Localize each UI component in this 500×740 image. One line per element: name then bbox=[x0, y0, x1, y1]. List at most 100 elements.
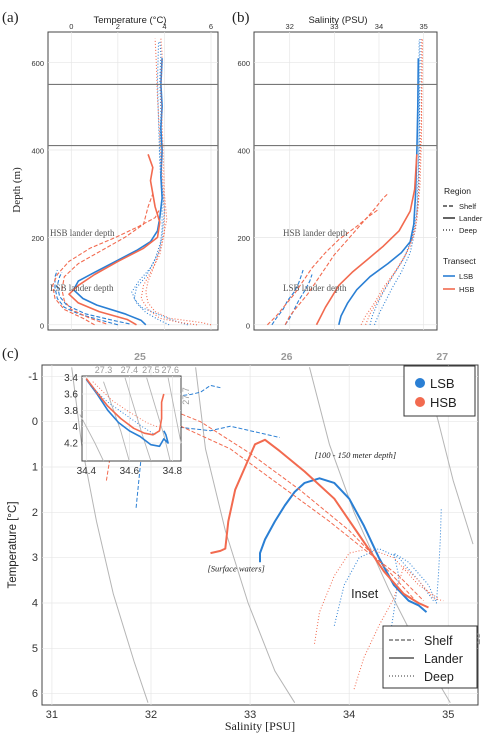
panel-c-series-hsb-deep-8 bbox=[314, 548, 439, 644]
inset-ytick-label: 4.2 bbox=[64, 439, 78, 450]
isopycnal-label-26: 26 bbox=[281, 351, 293, 363]
inset-isopycnals: 27.3 27.4 27.5 27.6 27.7 bbox=[79, 365, 191, 462]
inset-isopycnal-27.4 bbox=[103, 381, 130, 462]
inset-series-lsb-deep-2 bbox=[90, 385, 156, 436]
inset-isopycnal-label-27.6: 27.6 bbox=[161, 365, 179, 375]
panel-c-xtick-label: 33 bbox=[244, 709, 256, 721]
inset-isopycnal-label-27.5: 27.5 bbox=[142, 365, 160, 375]
panel-a-series-hsb-deep-9 bbox=[140, 38, 198, 326]
lander-legend-label-c: Lander bbox=[424, 652, 463, 666]
isopycnal-line-26 bbox=[195, 367, 296, 703]
lsb-lander-depth-label-b: LSB lander depth bbox=[283, 283, 347, 293]
inset-xtick-label: 34.6 bbox=[120, 466, 140, 477]
panel-a-series-lsb-shelf-3 bbox=[56, 272, 130, 325]
panel-a-ytick-label: 400 bbox=[31, 146, 44, 155]
panel-c-ytick-label: -1 bbox=[28, 371, 38, 383]
transect-legend-c-box bbox=[403, 365, 476, 417]
panel-b-ytick-label: 200 bbox=[237, 234, 250, 243]
panel-a-xtick-label: 0 bbox=[69, 22, 73, 31]
linestyle-legend-c-box bbox=[382, 625, 478, 689]
inset-xtick-label: 34.8 bbox=[163, 466, 183, 477]
inset-ytick-label: 3.6 bbox=[64, 389, 78, 400]
panel-c-xtick-label: 32 bbox=[145, 709, 157, 721]
panel-b-series-lsb-shelf-3 bbox=[284, 274, 313, 326]
isopycnal-label-27: 27 bbox=[436, 351, 448, 363]
isopycnal-label-25: 25 bbox=[134, 351, 146, 363]
region-legend-title: Region bbox=[444, 186, 471, 196]
shelf-legend-label-c: Shelf bbox=[424, 634, 453, 648]
panel-c-ytick-label: 6 bbox=[32, 688, 38, 700]
panel-b-xtick-label: 34 bbox=[375, 22, 383, 31]
inset-isopycnal-label-27.7: 27.7 bbox=[181, 387, 191, 405]
linestyle-legend-c: Shelf Lander Deep bbox=[382, 625, 478, 689]
inset-plot: 34.4 34.6 34.83.43.63.844.2 27.3 27.4 27.5 27… bbox=[64, 365, 191, 477]
panel-c-series-lsb-lander-0 bbox=[259, 477, 428, 613]
lsb-legend-label: LSB bbox=[430, 376, 455, 391]
panel-c-ytick-label: 2 bbox=[32, 507, 38, 519]
inset-isopycnal-27.7 bbox=[167, 377, 182, 444]
panel-b-ytick-label: 400 bbox=[237, 146, 250, 155]
panel-a-ylabel: Depth (m) bbox=[11, 167, 23, 213]
panel-b-series-lsb-shelf-2 bbox=[271, 269, 304, 326]
panel-c-xtick-label: 31 bbox=[46, 709, 58, 721]
lsb-legend-dot bbox=[415, 378, 425, 388]
panel-b-ytick-label: 0 bbox=[246, 321, 250, 330]
panel-b-title: Salinity (PSU) bbox=[308, 15, 367, 26]
hsb-legend-label: HSB bbox=[430, 395, 457, 410]
inset-isopycnal-27.3 bbox=[79, 414, 104, 462]
panel-b-series-lsb-deep-6 bbox=[369, 40, 420, 325]
inset-ytick-label: 3.4 bbox=[64, 373, 78, 384]
panel-b-ytick-label: 600 bbox=[237, 59, 250, 68]
panel-c-ytick-label: 3 bbox=[32, 552, 38, 564]
transect-legend-c: LSB HSB bbox=[403, 365, 476, 417]
deep-key-label: Deep bbox=[459, 226, 477, 235]
lander-key-label: Lander bbox=[459, 214, 483, 223]
panel-c-label: (c) bbox=[2, 346, 19, 362]
panel-a-ytick-label: 600 bbox=[31, 59, 44, 68]
panel-c-ytick-label: 1 bbox=[32, 462, 38, 474]
shelf-key-label: Shelf bbox=[459, 202, 477, 211]
inset-series-lsb-lander-0 bbox=[85, 378, 169, 448]
panel-a-series-hsb-shelf-5 bbox=[52, 208, 161, 326]
inset-annotation: Inset bbox=[351, 587, 379, 601]
panel-a-series-hsb-lander-1 bbox=[68, 154, 161, 326]
panel-c-ytick-label: 0 bbox=[32, 416, 38, 428]
panel-a-xtick-label: 4 bbox=[162, 22, 166, 31]
panel-c-ylabel: Temperature [°C] bbox=[7, 501, 19, 588]
panel-a-xtick-label: 6 bbox=[209, 22, 213, 31]
panel-a-frame bbox=[47, 31, 219, 331]
panel-c-xtick-label: 34 bbox=[343, 709, 355, 721]
inset-axes: 34.4 34.6 34.8 3.4 3.6 3.8 4 4.2 bbox=[64, 373, 182, 477]
inset-ytick-label: 3.8 bbox=[64, 406, 78, 417]
panel-b: (b) Salinity (PSU) 32 33 34 35 0 200 400 600 HS… bbox=[232, 10, 438, 331]
hsb-lander-depth-label-a: HSB lander depth bbox=[50, 228, 115, 238]
panel-b-series bbox=[267, 38, 423, 326]
inset-frame bbox=[81, 375, 182, 462]
panel-b-xtick-label: 32 bbox=[286, 22, 294, 31]
depth-annotation: [100 - 150 meter depth] bbox=[315, 450, 397, 460]
inset-xtick-label: 34.4 bbox=[77, 466, 97, 477]
panel-b-series-lsb-lander-0 bbox=[338, 58, 420, 325]
panel-b-series-hsb-lander-1 bbox=[315, 154, 418, 326]
panel-a-axes: 0 2 4 6 0 200 400 600 bbox=[31, 22, 219, 331]
panel-c-series-lsb-deep-6 bbox=[388, 507, 442, 644]
panel-a-reference-lines: HSB lander depth LSB lander depth bbox=[48, 83, 218, 293]
inset-ytick-label: 4 bbox=[72, 422, 78, 433]
panel-a-series bbox=[52, 38, 212, 326]
panel-a-series-lsb-deep-6 bbox=[133, 40, 188, 326]
region-transect-legend: Region Shelf Lander Deep Transect LSB HS… bbox=[443, 186, 483, 294]
inset-isopycnal-label-27.4: 27.4 bbox=[121, 365, 139, 375]
panel-b-series-hsb-shelf-4 bbox=[284, 193, 389, 326]
inset-isopycnal-27.6 bbox=[146, 377, 171, 462]
panel-c-xtick-label: 35 bbox=[442, 709, 454, 721]
panel-b-reference-lines: HSB lander depth LSB lander depth bbox=[254, 83, 437, 293]
panel-c-ytick-label: 5 bbox=[32, 643, 38, 655]
panel-a-series-lsb-deep-7 bbox=[131, 40, 170, 326]
panel-b-axes: 32 33 34 35 0 200 400 600 bbox=[237, 22, 438, 331]
panel-a-ytick-label: 200 bbox=[31, 234, 44, 243]
panel-c-series-hsb-shelf-4 bbox=[105, 421, 424, 602]
hsb-legend-dot bbox=[415, 397, 425, 407]
panel-b-frame bbox=[253, 31, 438, 331]
